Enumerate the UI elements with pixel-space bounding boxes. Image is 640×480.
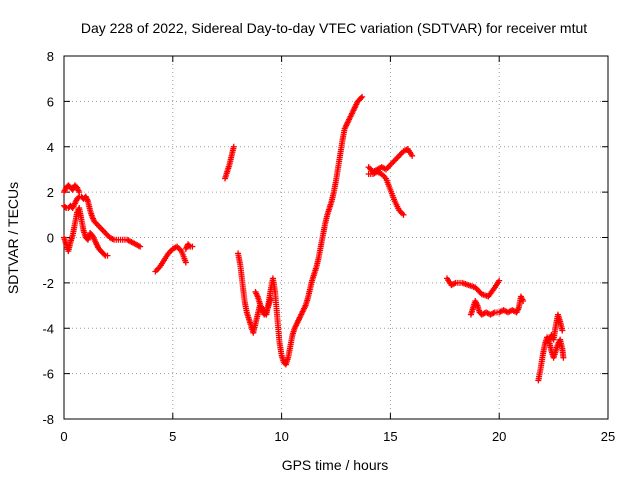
y-axis-label: SDTVAR / TECUs <box>5 182 21 294</box>
x-tick-label: 15 <box>383 429 397 444</box>
x-tick-label: 0 <box>60 429 67 444</box>
data-point <box>559 327 566 334</box>
series-arc-11 <box>443 275 503 300</box>
y-tick-label: -6 <box>42 367 54 382</box>
y-tick-label: 6 <box>47 94 54 109</box>
data-point <box>104 252 111 259</box>
data-point <box>400 211 407 218</box>
series-arc-10 <box>365 168 407 218</box>
x-tick-label: 10 <box>274 429 288 444</box>
y-tick-label: 4 <box>47 140 54 155</box>
series-arc-14 <box>546 311 566 343</box>
series-arc-7 <box>235 93 366 368</box>
series-arc-2 <box>61 193 144 250</box>
x-tick-label: 20 <box>492 429 506 444</box>
data-point <box>137 243 144 250</box>
data-point <box>560 354 567 361</box>
series-arc-5 <box>182 241 196 252</box>
data-point <box>267 295 274 302</box>
series-arc-8 <box>252 288 274 318</box>
data-point <box>359 93 366 100</box>
y-tick-label: -4 <box>42 321 54 336</box>
y-tick-label: -2 <box>42 276 54 291</box>
data-point <box>182 259 189 266</box>
data-point-interp <box>358 94 365 101</box>
y-tick-label: 2 <box>47 185 54 200</box>
x-axis-label: GPS time / hours <box>282 457 389 473</box>
axis-ticks: 0 5 10 15 20 25 -8 -6 -4 -2 0 2 4 6 8 <box>42 49 615 444</box>
x-tick-label: 25 <box>601 429 615 444</box>
series-arc-3 <box>61 205 111 259</box>
data-point <box>409 152 416 159</box>
series-arc-6 <box>222 143 237 182</box>
data-point <box>496 277 503 284</box>
data-point <box>520 298 527 305</box>
series-arc-4 <box>152 243 189 275</box>
y-tick-label: 0 <box>47 231 54 246</box>
y-tick-label: 8 <box>47 49 54 64</box>
data-point-interp <box>186 242 193 249</box>
x-tick-label: 5 <box>169 429 176 444</box>
data-marks <box>61 93 567 384</box>
series-arc-12 <box>467 293 527 318</box>
series-arc-13 <box>535 334 567 384</box>
grid-lines <box>64 56 608 419</box>
data-point <box>230 143 237 150</box>
data-point <box>189 243 196 250</box>
y-tick-label: -8 <box>42 412 54 427</box>
data-point-interp <box>101 251 108 258</box>
series-arc-1 <box>61 182 83 196</box>
chart-title: Day 228 of 2022, Sidereal Day-to-day VTE… <box>81 20 587 36</box>
